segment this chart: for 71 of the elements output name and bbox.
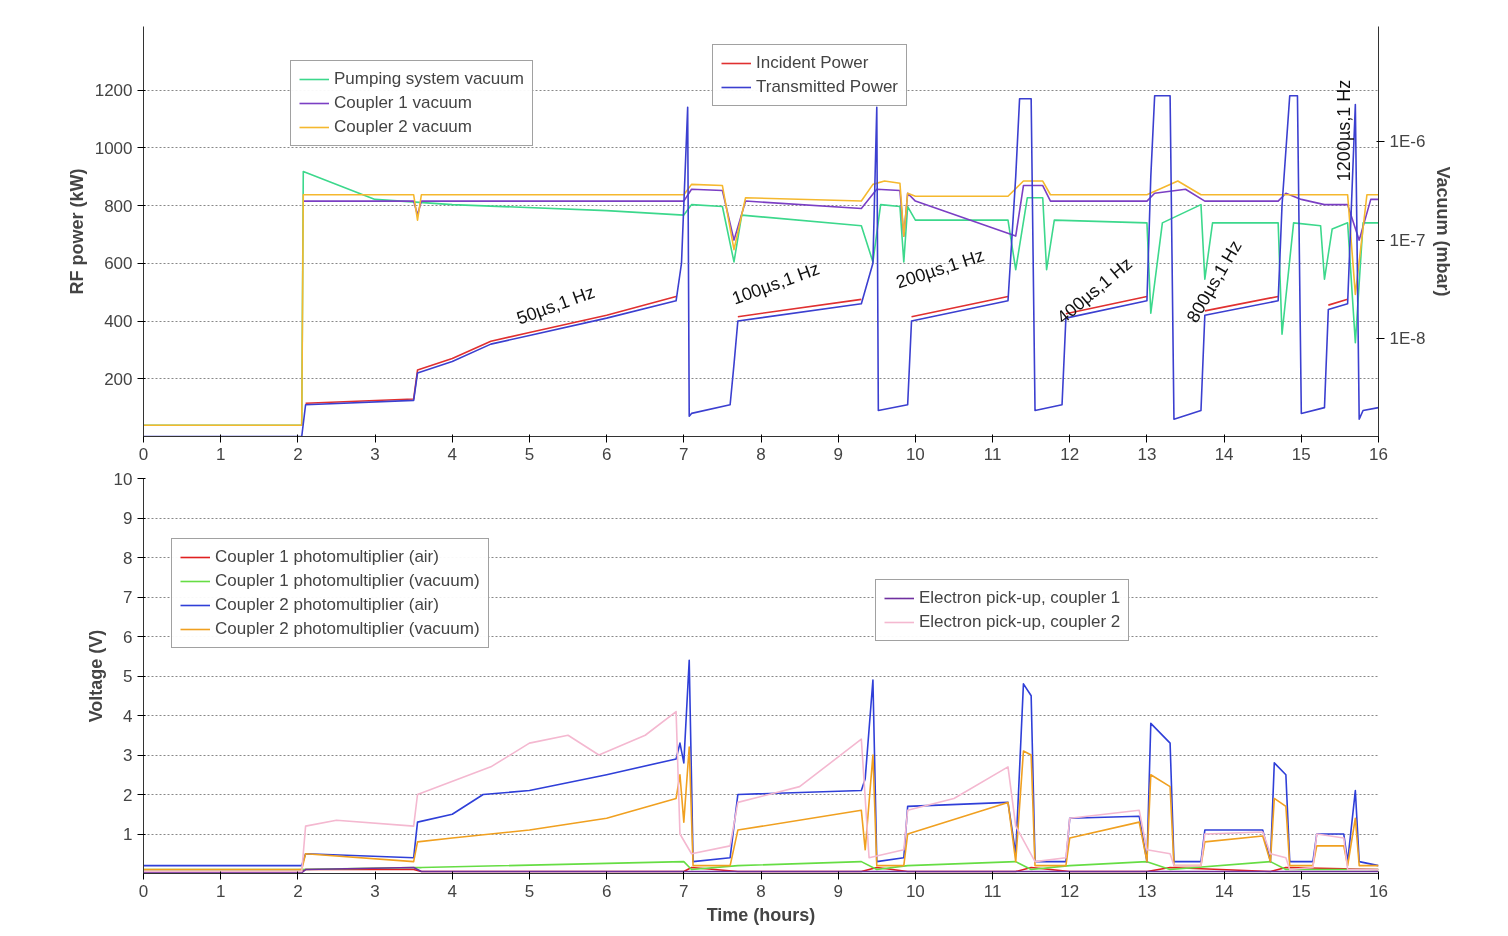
x-axis-title: Time (hours) <box>706 904 816 925</box>
y-tick-label: 1200 <box>94 81 133 101</box>
x-tick-label: 4 <box>447 444 457 464</box>
y-tick-label: 7 <box>123 588 133 607</box>
x-tick-label: 8 <box>756 444 766 464</box>
legend-label: Coupler 1 photomultiplier (air) <box>215 547 439 567</box>
x-tick-label: 3 <box>370 444 380 464</box>
x-tick-label: 7 <box>679 444 689 464</box>
y2-tick-label: 1E-7 <box>1389 230 1426 250</box>
x-tick-label: 1 <box>215 881 226 901</box>
y2-tick-label: 1E-6 <box>1389 132 1426 152</box>
y-tick-label: 1000 <box>94 138 133 158</box>
legend-label: Coupler 1 vacuum <box>334 93 472 113</box>
annotation: 200µs,1 Hz <box>893 245 987 293</box>
legend-label: Coupler 2 vacuum <box>334 117 472 137</box>
x-tick-label: 15 <box>1291 881 1311 901</box>
x-tick-label: 5 <box>524 881 535 901</box>
y2-tick-label: 1E-8 <box>1389 328 1426 348</box>
x-tick-label: 10 <box>905 881 925 901</box>
x-tick-label: 13 <box>1137 881 1157 901</box>
x-tick-label: 4 <box>447 881 457 901</box>
x-tick-label: 6 <box>601 444 612 464</box>
y-tick-label: 1 <box>123 825 133 844</box>
x-tick-label: 8 <box>756 881 766 901</box>
y-tick-label: 4 <box>123 706 133 726</box>
y-tick-label: 8 <box>123 548 133 568</box>
x-tick-label: 1 <box>215 444 226 464</box>
annotation: 50µs,1 Hz <box>514 281 598 329</box>
annotation: 1200µs,1 Hz <box>1333 79 1354 182</box>
legend-label: Pumping system vacuum <box>334 69 524 89</box>
legend-label: Coupler 2 photomultiplier (vacuum) <box>215 619 480 639</box>
y-tick-label: 2 <box>123 785 133 805</box>
legend-label: Coupler 1 photomultiplier (vacuum) <box>215 571 480 591</box>
x-tick-label: 12 <box>1060 881 1080 901</box>
y-tick-label: 400 <box>104 312 133 332</box>
y-tick-label: 600 <box>104 254 133 274</box>
x-tick-label: 3 <box>370 881 380 901</box>
y-tick-label: 800 <box>104 196 133 216</box>
y-tick-label: 5 <box>123 667 133 686</box>
x-tick-label: 10 <box>905 444 925 464</box>
x-tick-label: 16 <box>1369 444 1388 464</box>
x-tick-label: 9 <box>833 881 843 901</box>
x-tick-label: 6 <box>601 881 612 901</box>
x-tick-label: 2 <box>293 444 303 464</box>
x-tick-label: 11 <box>983 881 1002 901</box>
legend-label: Incident Power <box>756 53 869 73</box>
legend-label: Electron pick-up, coupler 2 <box>919 612 1121 632</box>
x-tick-label: 5 <box>524 444 535 464</box>
y-tick-label: 3 <box>123 746 133 765</box>
x-tick-label: 0 <box>138 881 149 901</box>
y-tick-label: 9 <box>123 509 133 528</box>
x-tick-label: 14 <box>1214 881 1234 901</box>
y-axis-title: Voltage (V) <box>85 629 106 723</box>
legend-label: Coupler 2 photomultiplier (air) <box>215 595 439 615</box>
x-tick-label: 16 <box>1369 881 1388 901</box>
x-tick-label: 11 <box>983 444 1002 464</box>
legend-label: Transmitted Power <box>756 77 899 97</box>
legend-label: Electron pick-up, coupler 1 <box>919 588 1121 608</box>
y-tick-label: 200 <box>104 369 133 389</box>
x-tick-label: 9 <box>833 444 843 464</box>
x-tick-label: 7 <box>679 881 689 901</box>
y-axis-title: RF power (kW) <box>66 168 87 295</box>
x-tick-label: 15 <box>1291 444 1311 464</box>
x-tick-label: 14 <box>1214 444 1234 464</box>
y-tick-label: 10 <box>113 469 133 489</box>
y2-axis-title: Vacuum (mbar) <box>1433 166 1454 297</box>
x-tick-label: 13 <box>1137 444 1157 464</box>
x-tick-label: 2 <box>293 881 303 901</box>
x-tick-label: 0 <box>138 444 149 464</box>
y-tick-label: 6 <box>123 627 133 647</box>
x-tick-label: 12 <box>1060 444 1080 464</box>
